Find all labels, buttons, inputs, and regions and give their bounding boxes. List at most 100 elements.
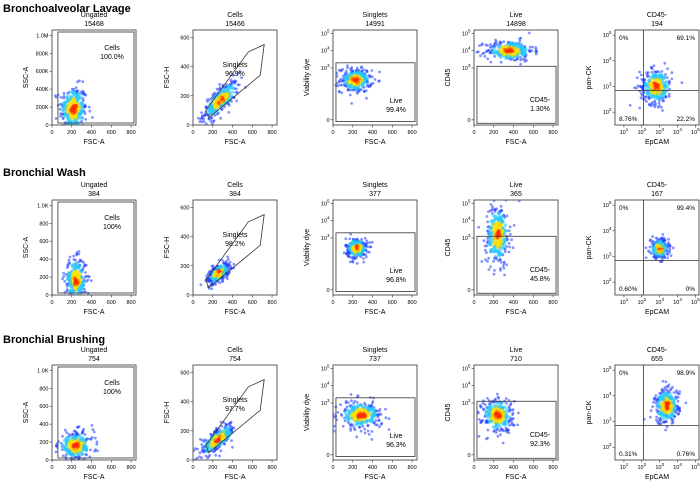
event-dot — [639, 85, 643, 88]
event-dot — [486, 259, 489, 263]
x-tick-label: 600 — [529, 465, 538, 471]
event-dot — [523, 51, 527, 56]
event-dot — [73, 285, 78, 291]
event-dot — [215, 87, 219, 91]
event-dot — [370, 401, 374, 405]
event-dot — [358, 239, 362, 244]
y-tick-label: 600K — [36, 69, 49, 75]
event-dot — [218, 454, 221, 458]
event-dot — [665, 249, 669, 252]
event-dot — [66, 263, 70, 267]
y-tick-label: 800 — [39, 386, 48, 392]
event-dot — [516, 423, 520, 427]
event-dot — [667, 241, 670, 245]
event-dot — [652, 72, 657, 77]
event-dot — [349, 429, 353, 432]
event-dot — [496, 50, 500, 54]
event-dot — [82, 467, 85, 470]
event-dot — [661, 407, 666, 412]
event-dot — [486, 396, 489, 400]
event-dot — [660, 105, 663, 109]
event-dot — [647, 79, 651, 83]
x-tick-label: 104 — [673, 462, 682, 471]
event-dot — [507, 405, 511, 408]
x-tick-label: 104 — [673, 297, 682, 306]
event-dot — [221, 92, 226, 97]
event-dot — [485, 251, 488, 255]
event-dot — [77, 277, 82, 283]
event-dot — [684, 401, 688, 405]
event-dot — [200, 456, 204, 460]
x-tick-label: 104 — [673, 127, 682, 136]
x-axis-label: FSC-A — [225, 139, 246, 146]
event-dot — [494, 196, 497, 199]
x-tick-label: 400 — [228, 465, 237, 471]
plot-title: Singlets — [363, 182, 388, 189]
event-dot — [195, 456, 199, 460]
y-tick-label: 400K — [36, 87, 49, 93]
event-dot — [509, 48, 514, 54]
event-dot — [219, 116, 223, 120]
event-dot — [83, 264, 87, 267]
event-dot — [498, 252, 503, 257]
event-dot — [61, 135, 64, 138]
event-dot — [487, 268, 491, 271]
event-dot — [665, 76, 669, 79]
event-dot — [668, 87, 671, 91]
event-dot — [661, 379, 665, 383]
event-dot — [85, 280, 88, 283]
event-dot — [349, 68, 352, 71]
gate-percent: 100% — [103, 224, 121, 231]
event-dot — [676, 395, 680, 399]
event-dot — [196, 447, 200, 451]
event-dot — [523, 45, 527, 48]
event-dot — [80, 452, 85, 457]
y-tick-label: 400 — [180, 235, 189, 241]
event-dot — [81, 123, 85, 125]
event-dot — [218, 86, 222, 90]
event-dot — [216, 273, 221, 278]
event-dot — [220, 424, 224, 428]
event-dot — [669, 409, 674, 414]
y-axis-label: FSC-H — [164, 402, 171, 423]
x-tick-label: 0 — [50, 300, 53, 306]
plot-title: Singlets — [363, 347, 388, 354]
event-dot — [54, 444, 58, 448]
event-dot — [345, 405, 349, 409]
event-dot — [523, 57, 526, 61]
event-dot — [238, 70, 242, 73]
y-tick-label: 103 — [462, 63, 471, 72]
plot-0-0: Ungated 15468 0 200 400 600 800 0 200K 400K 600K 80… — [23, 12, 137, 159]
event-dot — [497, 401, 502, 405]
event-dot — [657, 101, 661, 105]
event-dot — [342, 251, 346, 255]
event-dot — [494, 256, 498, 260]
event-dot — [220, 88, 225, 93]
plot-1-3: Live 365 0 200 400 600 800 0 103 104 105 FSC-A CD45 C… — [445, 182, 559, 316]
x-tick-label: 400 — [228, 300, 237, 306]
plot-count: 15466 — [225, 21, 245, 28]
event-dot — [519, 49, 524, 54]
cells-gate — [57, 201, 135, 294]
plot-0-4: CD45- 194 101 102 103 104 105 102 103 104 105 EpCAM… — [586, 12, 700, 146]
event-dot — [62, 275, 66, 278]
event-dot — [653, 101, 657, 105]
event-dot — [213, 438, 219, 443]
event-dot — [492, 241, 498, 246]
event-dot — [76, 286, 81, 291]
event-dot — [61, 156, 64, 159]
event-dot — [479, 404, 482, 407]
event-dot — [78, 438, 82, 442]
event-dot — [215, 97, 221, 102]
event-dot — [659, 418, 662, 422]
x-axis-label: EpCAM — [645, 474, 669, 481]
event-dot — [653, 70, 657, 73]
event-dot — [482, 408, 486, 412]
y-axis-label: CD45 — [445, 68, 452, 86]
event-dot — [484, 414, 489, 418]
event-dot — [507, 242, 511, 245]
event-dot — [651, 405, 655, 409]
event-dot — [503, 273, 506, 277]
x-tick-label: 105 — [691, 127, 700, 136]
